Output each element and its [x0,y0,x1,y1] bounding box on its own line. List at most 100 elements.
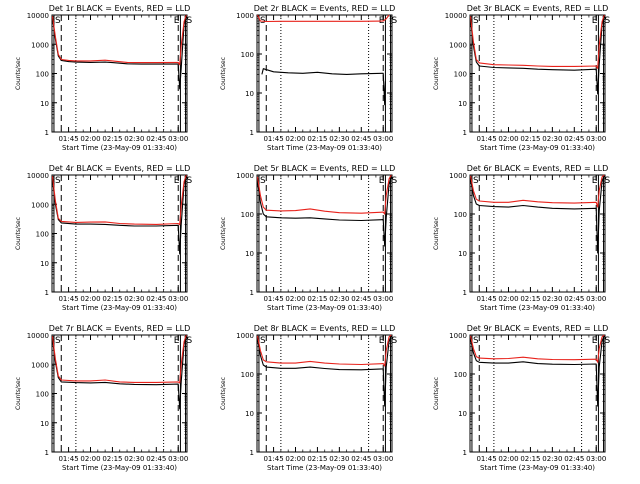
marker-label-S: S [473,16,479,26]
panel-det-8: Det 8r BLACK = Events, RED = LLD 1 10 100 10… [220,324,398,472]
marker-label-E: E [174,336,180,346]
y-tick-label: 100 [36,391,49,399]
x-tick-label: 03:00 [373,135,393,143]
y-tick-label: 100 [36,231,49,239]
panel-det-7: Det 7r BLACK = Events, RED = LLD 1 10 100 10… [15,324,193,472]
series-line-events [51,336,187,410]
marker-label-S: S [55,16,61,26]
x-tick-label: 03:00 [373,295,393,303]
x-axis-label: Start Time (23-May-09 01:33:40) [62,304,177,312]
y-tick-label: 1 [463,449,467,457]
y-tick-label: 1 [45,129,49,137]
x-tick-label: 02:30 [329,295,349,303]
plot-frame [256,174,393,293]
y-tick-label: 100 [454,211,467,219]
y-tick-label: 1000 [449,41,467,49]
y-tick-label: 10 [245,90,254,98]
x-tick-label: 01:45 [263,295,283,303]
y-tick-label: 10 [458,100,467,108]
x-tick-label: 02:00 [80,295,100,303]
marker-label-S: S [260,336,266,346]
series-line-lld [51,334,187,384]
y-axis-label: Counts/sec [15,377,22,410]
marker-label-E: E [592,336,598,346]
y-tick-label: 1 [250,289,254,297]
plot-frame [51,174,188,293]
x-tick-label: 03:00 [586,455,606,463]
marker-label-S: S [392,16,398,26]
panel-title: Det 4r BLACK = Events, RED = LLD [49,164,191,173]
panel-title: Det 8r BLACK = Events, RED = LLD [254,324,396,333]
series-line-lld [257,14,390,23]
x-tick-label: 02:15 [307,135,327,143]
marker-label-E: E [174,16,180,26]
marker-label-S: S [187,336,193,346]
y-tick-label: 10000 [445,12,467,20]
y-tick-label: 10 [458,410,467,418]
y-tick-label: 10 [40,420,49,428]
plot-frame [51,14,188,133]
x-tick-label: 02:00 [80,135,100,143]
panel-det-4: Det 4r BLACK = Events, RED = LLD 1 10 100 10… [15,164,193,312]
y-tick-label: 10 [40,100,49,108]
x-tick-label: 03:00 [168,455,188,463]
series-line-lld [51,174,187,226]
y-tick-label: 1000 [449,172,467,180]
x-axis-label: Start Time (23-May-09 01:33:40) [267,464,382,472]
series-line-lld [469,14,605,69]
x-tick-label: 02:45 [564,295,584,303]
series-line-events [469,16,605,95]
marker-label-S: S [260,176,266,186]
series-line-lld [51,14,187,66]
x-tick-label: 01:45 [263,455,283,463]
x-tick-label: 02:15 [307,295,327,303]
y-tick-label: 100 [454,371,467,379]
plot-frame [469,14,606,133]
x-tick-label: 02:15 [102,455,122,463]
x-axis-label: Start Time (23-May-09 01:33:40) [62,144,177,152]
y-tick-label: 1000 [31,41,49,49]
y-tick-label: 1 [45,289,49,297]
x-tick-label: 02:30 [542,135,562,143]
marker-label-S: S [55,176,61,186]
x-tick-label: 02:45 [146,295,166,303]
panel-title: Det 3r BLACK = Events, RED = LLD [467,4,609,13]
y-tick-label: 1 [250,449,254,457]
marker-label-S: S [473,176,479,186]
x-tick-label: 02:00 [285,295,305,303]
y-axis-label: Counts/sec [220,57,227,90]
series-line-events [256,176,392,247]
marker-label-S: S [392,336,398,346]
x-tick-label: 02:45 [146,135,166,143]
y-tick-label: 1000 [236,12,254,20]
plot-frame [469,334,606,453]
series-line-events [261,68,386,106]
panel-det-2: Det 2r BLACK = Events, RED = LLD 1 10 100 10… [220,4,398,152]
x-axis-label: Start Time (23-May-09 01:33:40) [267,304,382,312]
y-tick-label: 1000 [31,201,49,209]
y-tick-label: 1000 [236,172,254,180]
y-tick-label: 10 [40,260,49,268]
x-tick-label: 02:15 [307,455,327,463]
x-tick-label: 02:45 [351,455,371,463]
y-tick-label: 10 [458,250,467,258]
x-tick-label: 03:00 [168,295,188,303]
y-tick-label: 1 [463,129,467,137]
y-axis-label: Counts/sec [220,217,227,250]
y-tick-label: 1 [250,129,254,137]
x-tick-label: 02:15 [520,295,540,303]
x-tick-label: 02:00 [498,295,518,303]
x-tick-label: 01:45 [58,135,78,143]
y-axis-label: Counts/sec [15,217,22,250]
y-axis-label: Counts/sec [15,57,22,90]
x-tick-label: 02:30 [124,295,144,303]
x-tick-label: 02:00 [498,135,518,143]
y-tick-label: 10000 [27,172,49,180]
x-tick-label: 02:30 [542,455,562,463]
marker-label-E: E [592,176,598,186]
series-line-lld [256,174,392,215]
x-tick-label: 01:45 [58,295,78,303]
marker-label-S: S [187,176,193,186]
x-tick-label: 03:00 [586,295,606,303]
x-tick-label: 02:15 [102,135,122,143]
